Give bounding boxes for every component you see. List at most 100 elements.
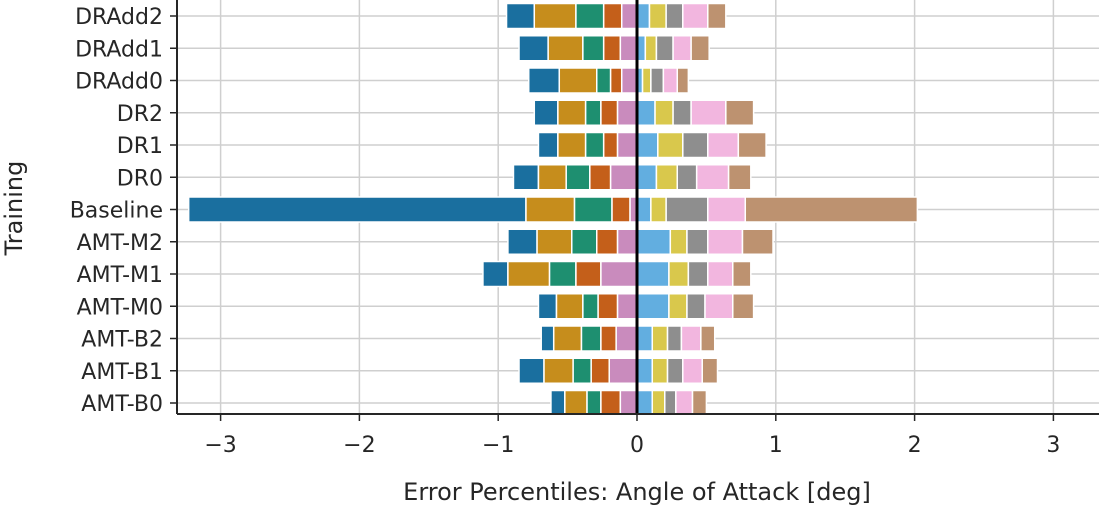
bar-segment xyxy=(676,164,698,191)
bar-segment xyxy=(741,228,774,255)
bar-segment xyxy=(636,196,652,223)
bar-segment xyxy=(682,131,709,159)
bar-segment xyxy=(537,293,558,320)
bar-segment xyxy=(686,293,706,320)
bar-segment xyxy=(552,325,583,352)
bar-segment xyxy=(636,389,654,417)
bar-segment xyxy=(590,357,610,384)
y-tick-label: AMT-M1 xyxy=(77,263,163,288)
bar-segment xyxy=(650,67,665,94)
bar-segment xyxy=(572,357,592,384)
bar-segment xyxy=(707,260,734,288)
bar-segment xyxy=(641,67,652,94)
bar-segment xyxy=(527,67,561,94)
bar-segment xyxy=(512,164,540,191)
bar-segment xyxy=(636,2,651,30)
bar-segment xyxy=(543,357,574,384)
bar-segment xyxy=(737,131,767,159)
bar-segment xyxy=(536,228,573,255)
bar-segment xyxy=(701,357,719,384)
bar-segment xyxy=(620,2,638,30)
bar-segment xyxy=(557,99,587,126)
bar-segment xyxy=(619,35,638,62)
bar-segment xyxy=(672,35,692,62)
bar-segment xyxy=(600,260,638,288)
bar-segment xyxy=(482,260,509,288)
bar-segment xyxy=(654,99,674,126)
bar-segment xyxy=(518,35,549,62)
bar-segment xyxy=(666,357,684,384)
bar-segment xyxy=(564,389,588,417)
bar-segment xyxy=(187,196,527,223)
bar-segment xyxy=(537,131,559,159)
bar-segment xyxy=(595,228,619,255)
bar-segment xyxy=(707,131,740,159)
bar-segment xyxy=(725,99,755,126)
y-tick-label: Baseline xyxy=(70,199,163,224)
bar-segment xyxy=(558,67,598,94)
bar-segment xyxy=(687,260,709,288)
bar-segment xyxy=(636,131,659,159)
bar-segment xyxy=(636,99,656,126)
y-tick-label: DRAdd1 xyxy=(75,37,163,62)
bar-segment xyxy=(665,2,684,30)
y-tick-label: DRAdd0 xyxy=(75,70,163,95)
bar-segment xyxy=(732,293,755,320)
bar-segment xyxy=(597,293,619,320)
bar-segment xyxy=(555,293,584,320)
bar-segment xyxy=(657,131,684,159)
bar-segment xyxy=(600,325,617,352)
bar-segment xyxy=(586,389,602,417)
bar-segment xyxy=(691,389,708,417)
bar-segment xyxy=(707,2,727,30)
bar-segment xyxy=(707,196,747,223)
bar-segment xyxy=(668,260,690,288)
y-tick-label: DR2 xyxy=(117,102,163,127)
bar-segment xyxy=(707,228,744,255)
y-tick-label: AMT-B1 xyxy=(81,360,163,385)
y-tick-label: DR1 xyxy=(117,134,163,159)
bar-segment xyxy=(700,325,716,352)
bar-segment xyxy=(602,131,619,159)
bar-segment xyxy=(616,131,638,159)
bar-segment xyxy=(573,196,613,223)
bar-segment xyxy=(584,131,605,159)
bar-segment xyxy=(575,260,602,288)
bar-segment xyxy=(620,67,638,94)
y-tick-label: DRAdd2 xyxy=(75,5,163,30)
bar-segment xyxy=(648,2,667,30)
bar-segment xyxy=(602,35,622,62)
bar-segment xyxy=(540,325,555,352)
bar-segment xyxy=(616,228,638,255)
bar-segment xyxy=(690,99,727,126)
bar-segment xyxy=(695,164,730,191)
bar-segment xyxy=(744,196,919,223)
bar-segment xyxy=(655,35,674,62)
bar-segment xyxy=(589,164,612,191)
bar-segment xyxy=(611,196,631,223)
y-tick-label: AMT-M0 xyxy=(77,295,163,320)
bar-segment xyxy=(609,67,623,94)
bar-segment xyxy=(505,2,536,30)
bar-segment xyxy=(547,35,584,62)
bar-segment xyxy=(636,293,670,320)
axes xyxy=(170,0,1099,421)
bar-segment xyxy=(507,228,538,255)
bar-segment xyxy=(682,2,709,30)
bar-segment xyxy=(675,389,694,417)
bar-segment xyxy=(537,164,567,191)
bar-segment xyxy=(636,325,654,352)
x-tick-label: −3 xyxy=(204,433,236,458)
bar-segment xyxy=(651,357,669,384)
bar-segment xyxy=(616,99,638,126)
bar-segment xyxy=(644,35,658,62)
x-axis-label: Error Percentiles: Angle of Attack [deg] xyxy=(403,478,871,506)
bar-segment xyxy=(507,260,551,288)
bar-segment xyxy=(525,196,576,223)
y-tick-label: DR0 xyxy=(117,166,163,191)
bar-segment xyxy=(582,35,605,62)
bar-segment xyxy=(655,164,679,191)
bar-segment xyxy=(690,35,710,62)
bar-segment xyxy=(518,357,545,384)
bar-segment xyxy=(580,325,602,352)
